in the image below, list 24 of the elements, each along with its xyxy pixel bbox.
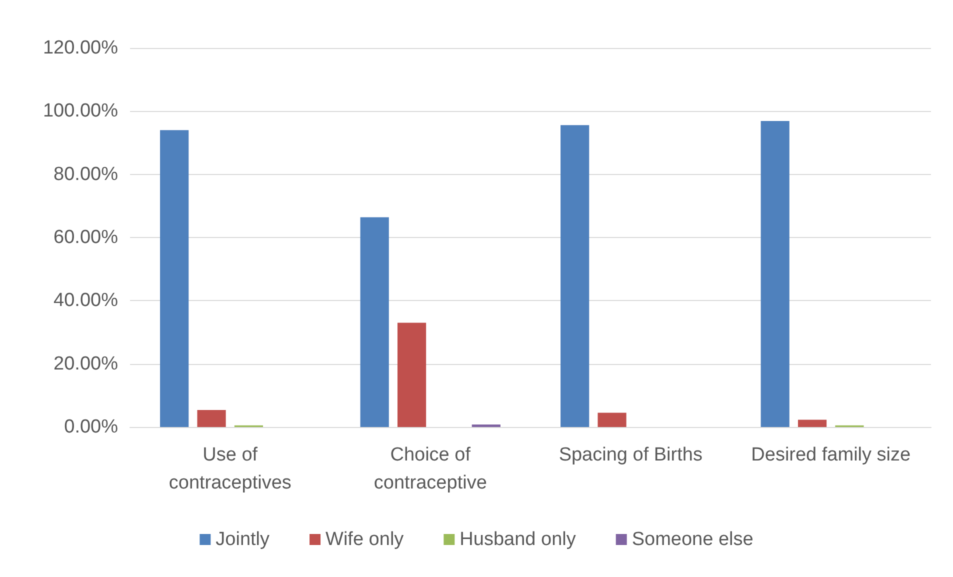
y-tick-label: 60.00% xyxy=(54,227,118,248)
bar xyxy=(598,412,626,427)
x-tick-label: Desired family size xyxy=(751,444,911,466)
y-tick-label: 0.00% xyxy=(64,416,118,438)
legend-label: Someone else xyxy=(632,529,754,550)
legend-label: Jointly xyxy=(216,529,270,550)
y-tick-label: 40.00% xyxy=(54,290,118,312)
bar xyxy=(197,410,226,427)
x-tick-label: Spacing of Births xyxy=(558,444,702,466)
legend-label: Wife only xyxy=(326,529,404,550)
y-tick-label: 80.00% xyxy=(54,164,118,185)
bar xyxy=(360,217,389,427)
y-tick-label: 20.00% xyxy=(54,353,118,374)
y-tick-label: 120.00% xyxy=(42,38,118,58)
bar xyxy=(397,322,426,427)
legend-label: Husband only xyxy=(460,529,576,550)
bar xyxy=(160,130,189,427)
bar xyxy=(560,125,590,427)
bar xyxy=(472,424,500,427)
x-tick-label: Choice of contraceptive xyxy=(374,444,487,494)
bar xyxy=(798,420,827,427)
x-tick-label: Use of contraceptives xyxy=(168,444,292,494)
y-tick-label: 100.00% xyxy=(42,100,118,122)
bar xyxy=(760,120,790,427)
